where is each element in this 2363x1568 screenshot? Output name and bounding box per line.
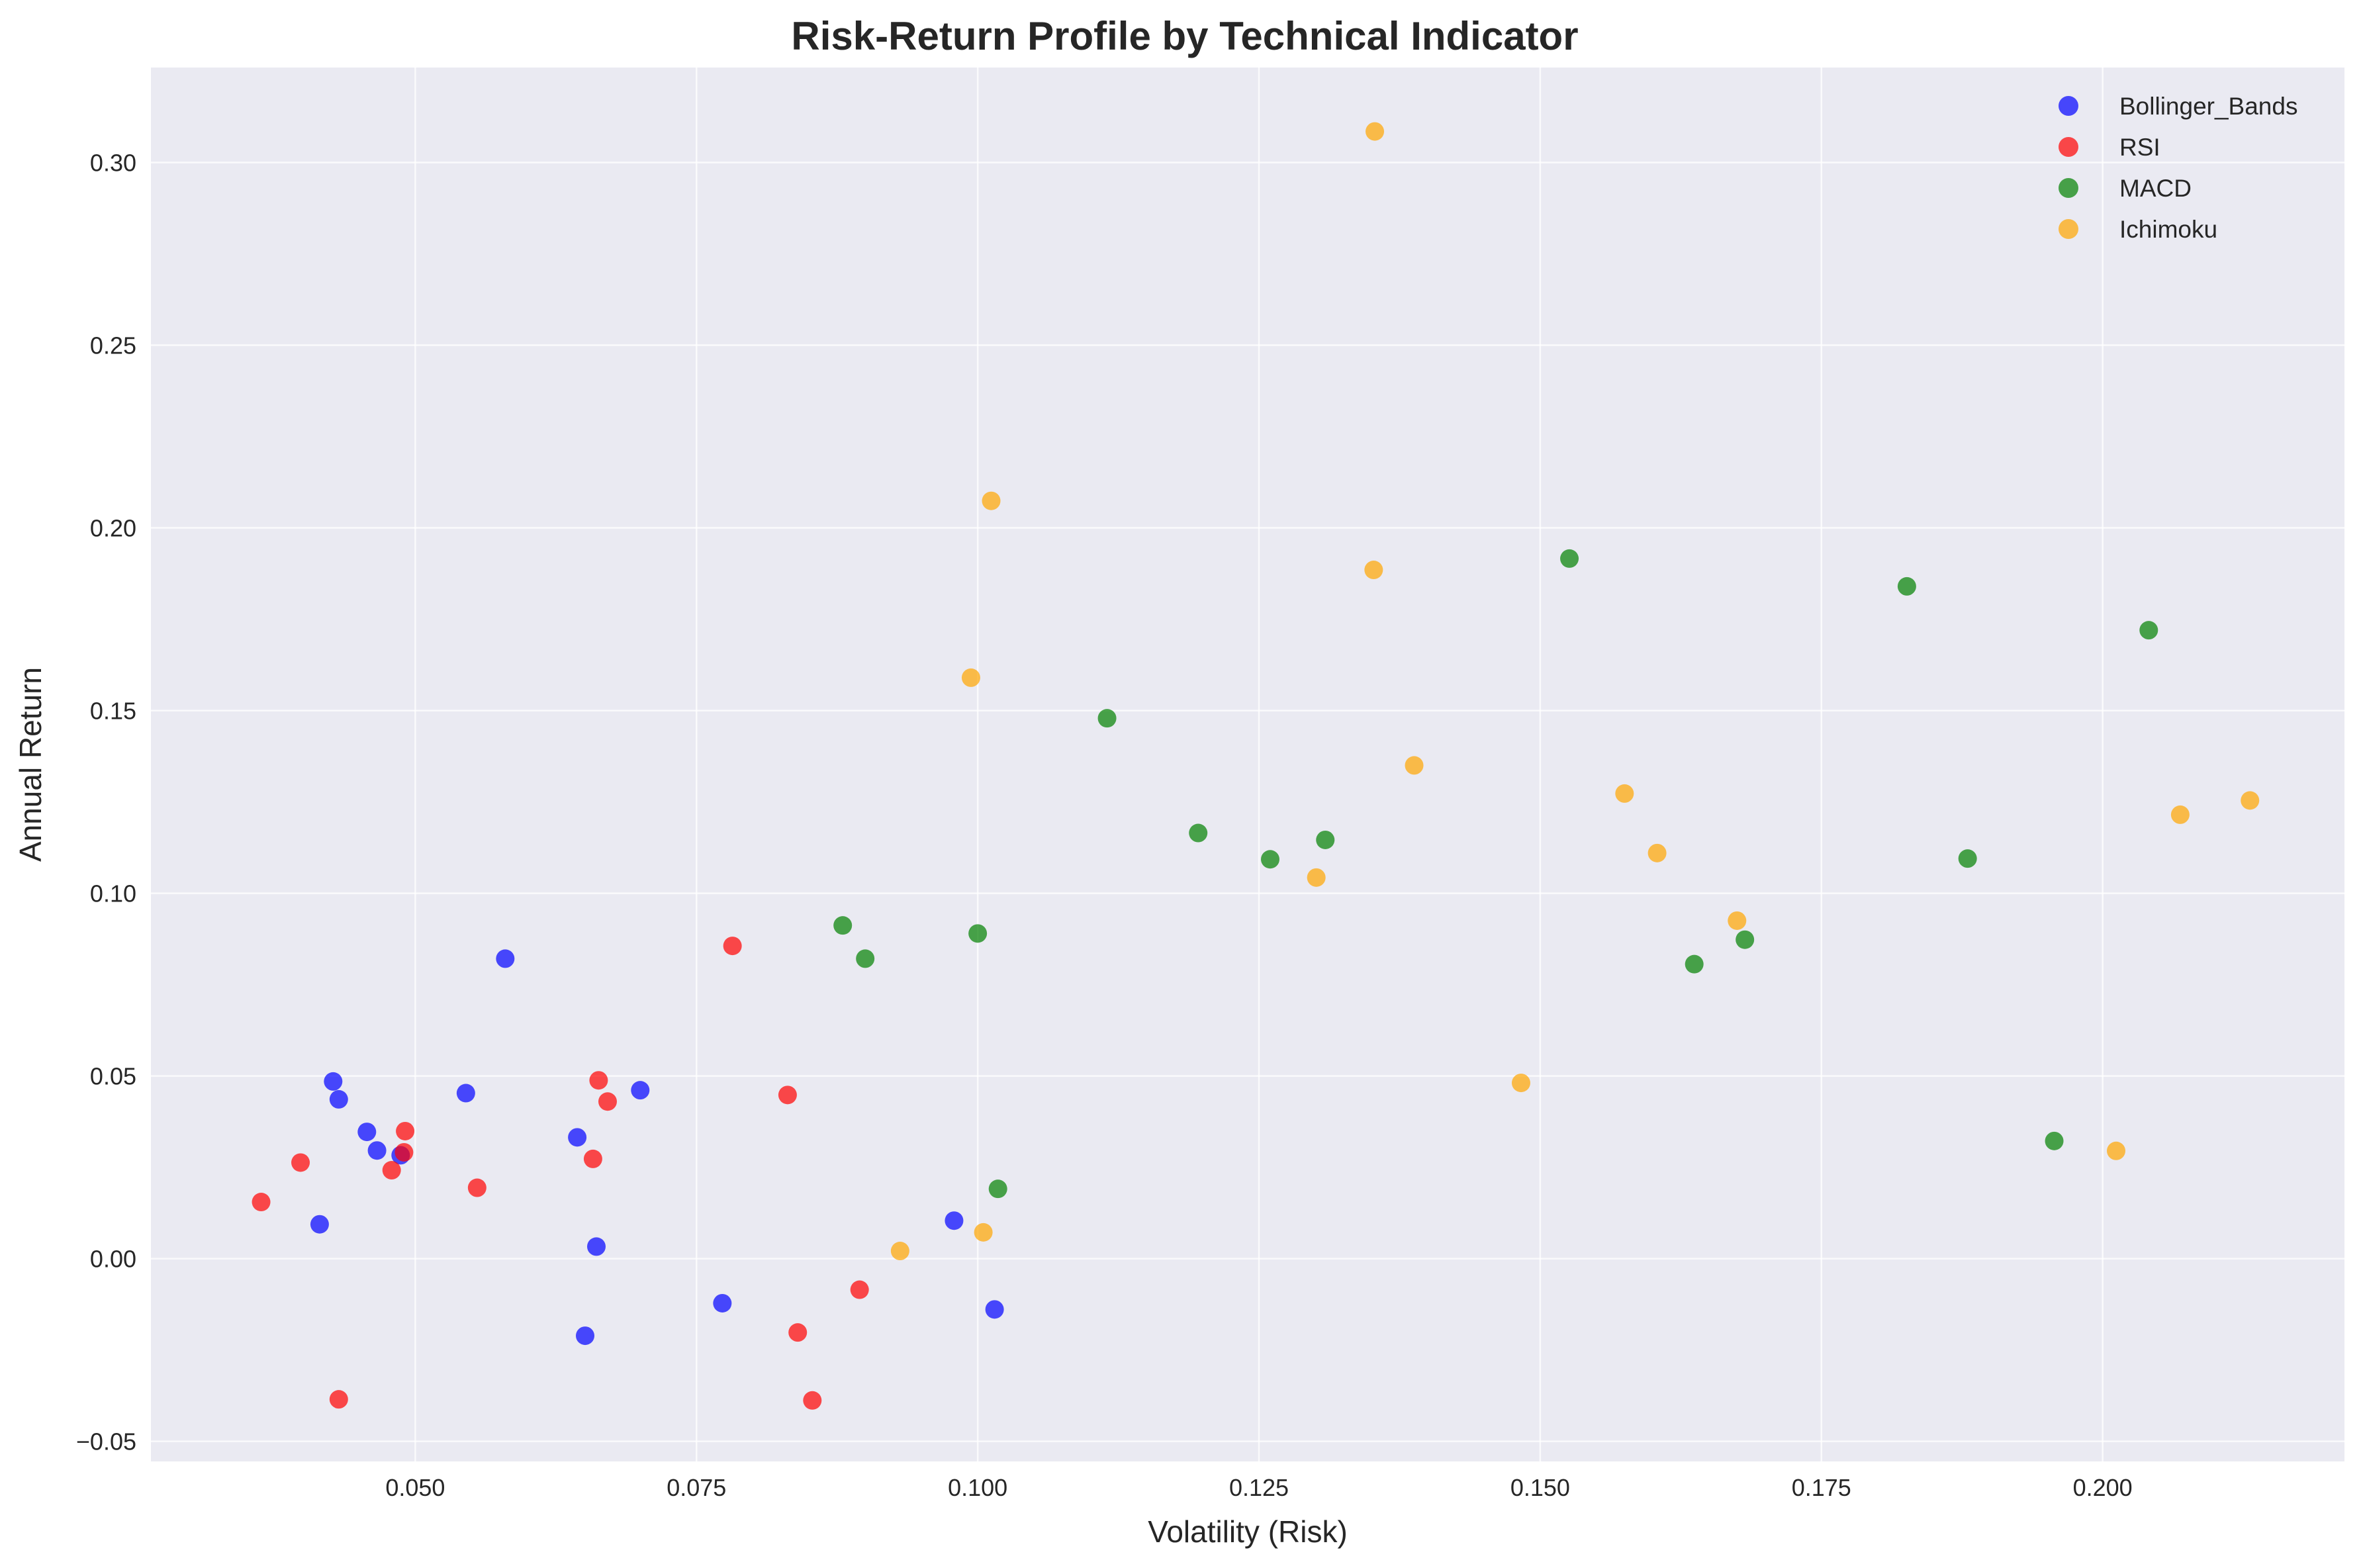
data-point-bollinger-bands [576, 1326, 595, 1346]
x-tick-label: 0.150 [1510, 1474, 1570, 1501]
grid-lines [151, 68, 2344, 1461]
legend: Bollinger_Bands RSI MACD Ichimoku [2059, 93, 2297, 243]
y-tick-label: 0.00 [90, 1246, 136, 1273]
data-point-macd [1736, 930, 1755, 949]
data-point-macd [1316, 830, 1335, 849]
data-point-rsi [589, 1071, 608, 1090]
y-tick-label: 0.05 [90, 1063, 136, 1090]
x-tick-label: 0.175 [1792, 1474, 1851, 1501]
data-point-ichimoku [1364, 561, 1383, 580]
data-point-ichimoku [1615, 784, 1634, 803]
data-point-rsi [723, 937, 742, 956]
axis-ticks: 0.050 0.075 0.100 0.125 0.150 0.175 0.200 −0.05… [76, 150, 2133, 1501]
data-point-rsi [850, 1280, 869, 1299]
y-tick-label: 0.20 [90, 515, 136, 542]
legend-label: RSI [2119, 134, 2160, 161]
data-point-rsi [382, 1161, 401, 1180]
data-point-rsi [803, 1391, 822, 1410]
data-point-ichimoku [1511, 1074, 1530, 1093]
y-tick-label: 0.15 [90, 698, 136, 725]
legend-marker [2059, 96, 2078, 116]
y-axis-label: Annual Return [13, 667, 48, 862]
data-point-macd [2045, 1131, 2064, 1150]
data-point-rsi [291, 1153, 310, 1172]
data-point-ichimoku [1647, 843, 1667, 862]
data-point-macd [1189, 823, 1208, 843]
data-point-rsi [394, 1142, 414, 1162]
data-point-macd [988, 1179, 1007, 1199]
data-point-rsi [396, 1121, 415, 1140]
x-tick-label: 0.075 [667, 1474, 726, 1501]
data-point-rsi [329, 1390, 348, 1409]
data-point-macd [1958, 849, 1977, 868]
data-point-ichimoku [1307, 868, 1326, 887]
data-point-macd [2139, 621, 2158, 640]
legend-marker [2059, 178, 2078, 198]
data-point-bollinger-bands [985, 1300, 1004, 1319]
y-tick-label: −0.05 [76, 1428, 136, 1455]
data-point-bollinger-bands [631, 1081, 650, 1100]
data-points [252, 122, 2260, 1410]
data-point-rsi [467, 1178, 486, 1197]
y-tick-label: 0.10 [90, 880, 136, 907]
data-point-bollinger-bands [310, 1215, 329, 1234]
data-point-bollinger-bands [586, 1237, 606, 1256]
data-point-macd [1260, 850, 1279, 869]
data-point-macd [856, 949, 875, 968]
data-point-ichimoku [1366, 122, 1385, 141]
data-point-ichimoku [974, 1222, 993, 1242]
y-tick-label: 0.25 [90, 332, 136, 359]
data-point-macd [833, 916, 853, 935]
data-point-rsi [778, 1085, 797, 1105]
data-point-ichimoku [2170, 805, 2190, 824]
data-point-bollinger-bands [456, 1084, 475, 1103]
data-point-ichimoku [1728, 911, 1747, 930]
data-point-macd [968, 924, 988, 943]
data-point-bollinger-bands [329, 1089, 348, 1109]
y-tick-label: 0.30 [90, 150, 136, 177]
x-tick-label: 0.200 [2073, 1474, 2133, 1501]
plot-area [151, 68, 2344, 1461]
data-point-bollinger-bands [713, 1293, 732, 1313]
data-point-bollinger-bands [568, 1128, 587, 1147]
data-point-bollinger-bands [367, 1141, 387, 1160]
data-point-ichimoku [2241, 791, 2260, 810]
data-point-rsi [583, 1149, 602, 1168]
legend-marker [2059, 219, 2078, 239]
x-axis-label: Volatility (Risk) [1148, 1514, 1348, 1549]
data-point-bollinger-bands [945, 1211, 964, 1230]
x-tick-label: 0.050 [385, 1474, 445, 1501]
data-point-ichimoku [961, 668, 980, 687]
legend-label: MACD [2119, 175, 2192, 202]
data-point-macd [1685, 954, 1704, 974]
legend-label: Bollinger_Bands [2119, 93, 2297, 120]
data-point-macd [1097, 709, 1117, 728]
legend-marker [2059, 137, 2078, 157]
data-point-ichimoku [982, 491, 1001, 510]
data-point-rsi [252, 1193, 271, 1212]
data-point-bollinger-bands [324, 1072, 343, 1091]
data-point-macd [1897, 576, 1916, 596]
data-point-ichimoku [890, 1242, 909, 1261]
data-point-ichimoku [1405, 756, 1424, 775]
data-point-bollinger-bands [496, 949, 515, 968]
legend-label: Ichimoku [2119, 216, 2217, 243]
data-point-rsi [788, 1323, 808, 1342]
data-point-ichimoku [2107, 1141, 2126, 1160]
data-point-bollinger-bands [357, 1123, 377, 1142]
x-tick-label: 0.125 [1229, 1474, 1289, 1501]
data-point-macd [1560, 549, 1579, 568]
chart-title: Risk-Return Profile by Technical Indicat… [791, 14, 1578, 58]
data-point-rsi [598, 1092, 617, 1111]
x-tick-label: 0.100 [948, 1474, 1007, 1501]
